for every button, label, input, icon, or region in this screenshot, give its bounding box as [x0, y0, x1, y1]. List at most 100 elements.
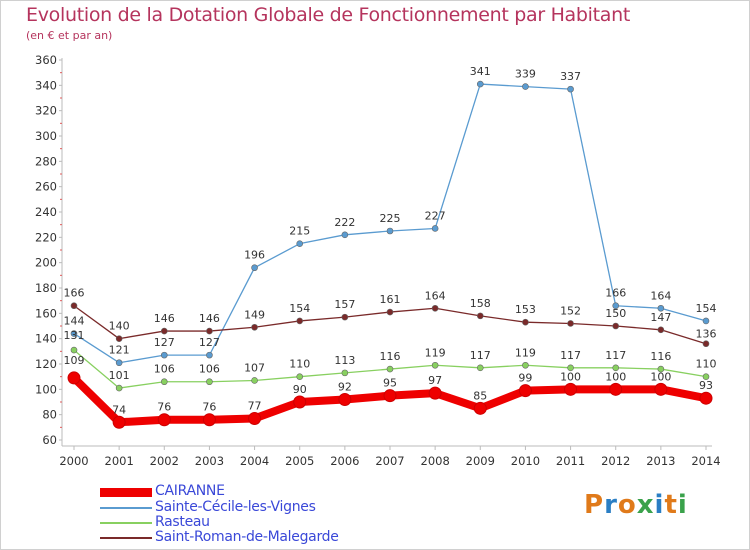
data-point-saint-roman-de-malegarde [612, 322, 620, 330]
legend-swatch-rasteau [100, 522, 152, 524]
data-label-cairanne: 76 [202, 401, 216, 414]
data-label-sainte-c-cile-les-vignes: 127 [154, 336, 175, 349]
logo-letter: r [604, 490, 618, 520]
data-label-sainte-c-cile-les-vignes: 121 [109, 344, 130, 357]
legend-label-cairanne: CAIRANNE [155, 483, 225, 499]
data-point-cairanne [293, 395, 307, 409]
data-label-cairanne: 90 [293, 383, 307, 396]
data-label-saint-roman-de-malegarde: 161 [380, 293, 401, 306]
data-label-cairanne: 77 [248, 399, 262, 412]
data-label-rasteau: 117 [560, 349, 581, 362]
data-point-sainte-c-cile-les-vignes [206, 351, 213, 359]
data-point-cairanne [518, 384, 532, 398]
data-label-rasteau: 117 [605, 349, 626, 362]
data-label-sainte-c-cile-les-vignes: 227 [425, 209, 446, 222]
data-point-cairanne [383, 389, 397, 403]
y-tick-label: 160 [35, 306, 57, 320]
data-point-saint-roman-de-malegarde [386, 308, 394, 316]
x-tick-label: 2009 [466, 454, 495, 468]
data-label-rasteau: 116 [380, 350, 401, 363]
data-point-rasteau [206, 378, 213, 386]
data-label-rasteau: 110 [696, 358, 717, 371]
data-point-saint-roman-de-malegarde [341, 313, 349, 321]
data-point-cairanne [654, 382, 668, 396]
data-label-cairanne: 100 [605, 370, 626, 383]
data-label-rasteau: 116 [650, 350, 671, 363]
data-point-rasteau [567, 364, 574, 372]
x-tick-label: 2008 [421, 454, 450, 468]
data-point-cairanne [338, 392, 352, 406]
data-label-cairanne: 93 [699, 379, 713, 392]
x-tick-label: 2002 [150, 454, 179, 468]
data-point-saint-roman-de-malegarde [431, 304, 439, 312]
logo-letter: i [677, 490, 688, 520]
x-tick-label: 2010 [511, 454, 540, 468]
logo-letter: i [654, 490, 665, 520]
x-tick-label: 2003 [195, 454, 224, 468]
data-label-sainte-c-cile-les-vignes: 164 [650, 289, 671, 302]
data-point-saint-roman-de-malegarde [206, 327, 213, 335]
data-point-rasteau [115, 384, 123, 392]
data-point-saint-roman-de-malegarde [522, 318, 529, 326]
data-label-sainte-c-cile-les-vignes: 127 [199, 336, 220, 349]
data-label-saint-roman-de-malegarde: 150 [605, 307, 626, 320]
data-point-saint-roman-de-malegarde [476, 312, 484, 320]
data-point-saint-roman-de-malegarde [160, 327, 168, 335]
data-label-sainte-c-cile-les-vignes: 225 [380, 212, 401, 225]
data-point-saint-roman-de-malegarde [251, 323, 258, 331]
data-label-rasteau: 131 [64, 329, 85, 342]
data-label-rasteau: 106 [199, 363, 220, 376]
data-label-saint-roman-de-malegarde: 149 [244, 308, 265, 321]
y-tick-label: 240 [35, 205, 57, 219]
y-tick-label: 220 [35, 230, 57, 244]
x-tick-label: 2011 [556, 454, 585, 468]
y-tick-label: 340 [35, 78, 57, 92]
data-label-saint-roman-de-malegarde: 136 [696, 328, 717, 341]
data-point-rasteau [612, 364, 620, 372]
data-point-sainte-c-cile-les-vignes [115, 359, 123, 367]
y-tick-label: 320 [35, 104, 57, 118]
data-label-sainte-c-cile-les-vignes: 337 [560, 70, 581, 83]
data-point-rasteau [296, 373, 304, 380]
data-point-cairanne [202, 413, 216, 427]
data-point-rasteau [702, 373, 710, 380]
x-tick-label: 2013 [646, 454, 675, 468]
data-label-rasteau: 117 [470, 349, 491, 362]
x-tick-label: 2014 [691, 454, 720, 468]
y-tick-label: 260 [35, 180, 57, 194]
data-point-rasteau [251, 377, 258, 384]
data-label-cairanne: 74 [112, 403, 126, 416]
y-tick-label: 120 [35, 357, 57, 371]
data-point-sainte-c-cile-les-vignes [160, 351, 168, 359]
data-label-cairanne: 100 [560, 370, 581, 383]
y-tick-label: 80 [42, 408, 57, 422]
data-label-cairanne: 85 [473, 389, 487, 402]
y-tick-label: 300 [35, 129, 57, 143]
data-point-sainte-c-cile-les-vignes [702, 317, 710, 325]
data-point-sainte-c-cile-les-vignes [296, 240, 304, 247]
data-label-rasteau: 119 [425, 346, 446, 359]
x-tick-label: 2005 [285, 454, 314, 468]
data-point-sainte-c-cile-les-vignes [251, 264, 258, 272]
data-label-sainte-c-cile-les-vignes: 341 [470, 65, 491, 78]
data-point-cairanne [609, 382, 623, 396]
data-label-saint-roman-de-malegarde: 158 [470, 297, 491, 310]
logo-letter: t [664, 490, 678, 520]
data-point-rasteau [341, 369, 349, 377]
data-label-sainte-c-cile-les-vignes: 215 [289, 225, 310, 238]
data-label-saint-roman-de-malegarde: 153 [515, 303, 536, 316]
data-label-sainte-c-cile-les-vignes: 339 [515, 68, 536, 81]
data-label-cairanne: 76 [157, 401, 171, 414]
data-point-sainte-c-cile-les-vignes [341, 231, 349, 239]
legend-label-saint-roman: Saint-Roman-de-Malegarde [155, 529, 339, 545]
data-point-sainte-c-cile-les-vignes [522, 83, 529, 90]
proxiti-logo: Proxiti [584, 490, 688, 520]
data-point-sainte-c-cile-les-vignes [386, 227, 394, 235]
y-tick-label: 60 [42, 433, 57, 447]
data-point-sainte-c-cile-les-vignes [431, 225, 439, 232]
data-label-cairanne: 92 [338, 380, 352, 393]
y-tick-label: 100 [35, 382, 57, 396]
data-label-sainte-c-cile-les-vignes: 222 [334, 216, 355, 229]
data-point-cairanne [699, 391, 713, 405]
